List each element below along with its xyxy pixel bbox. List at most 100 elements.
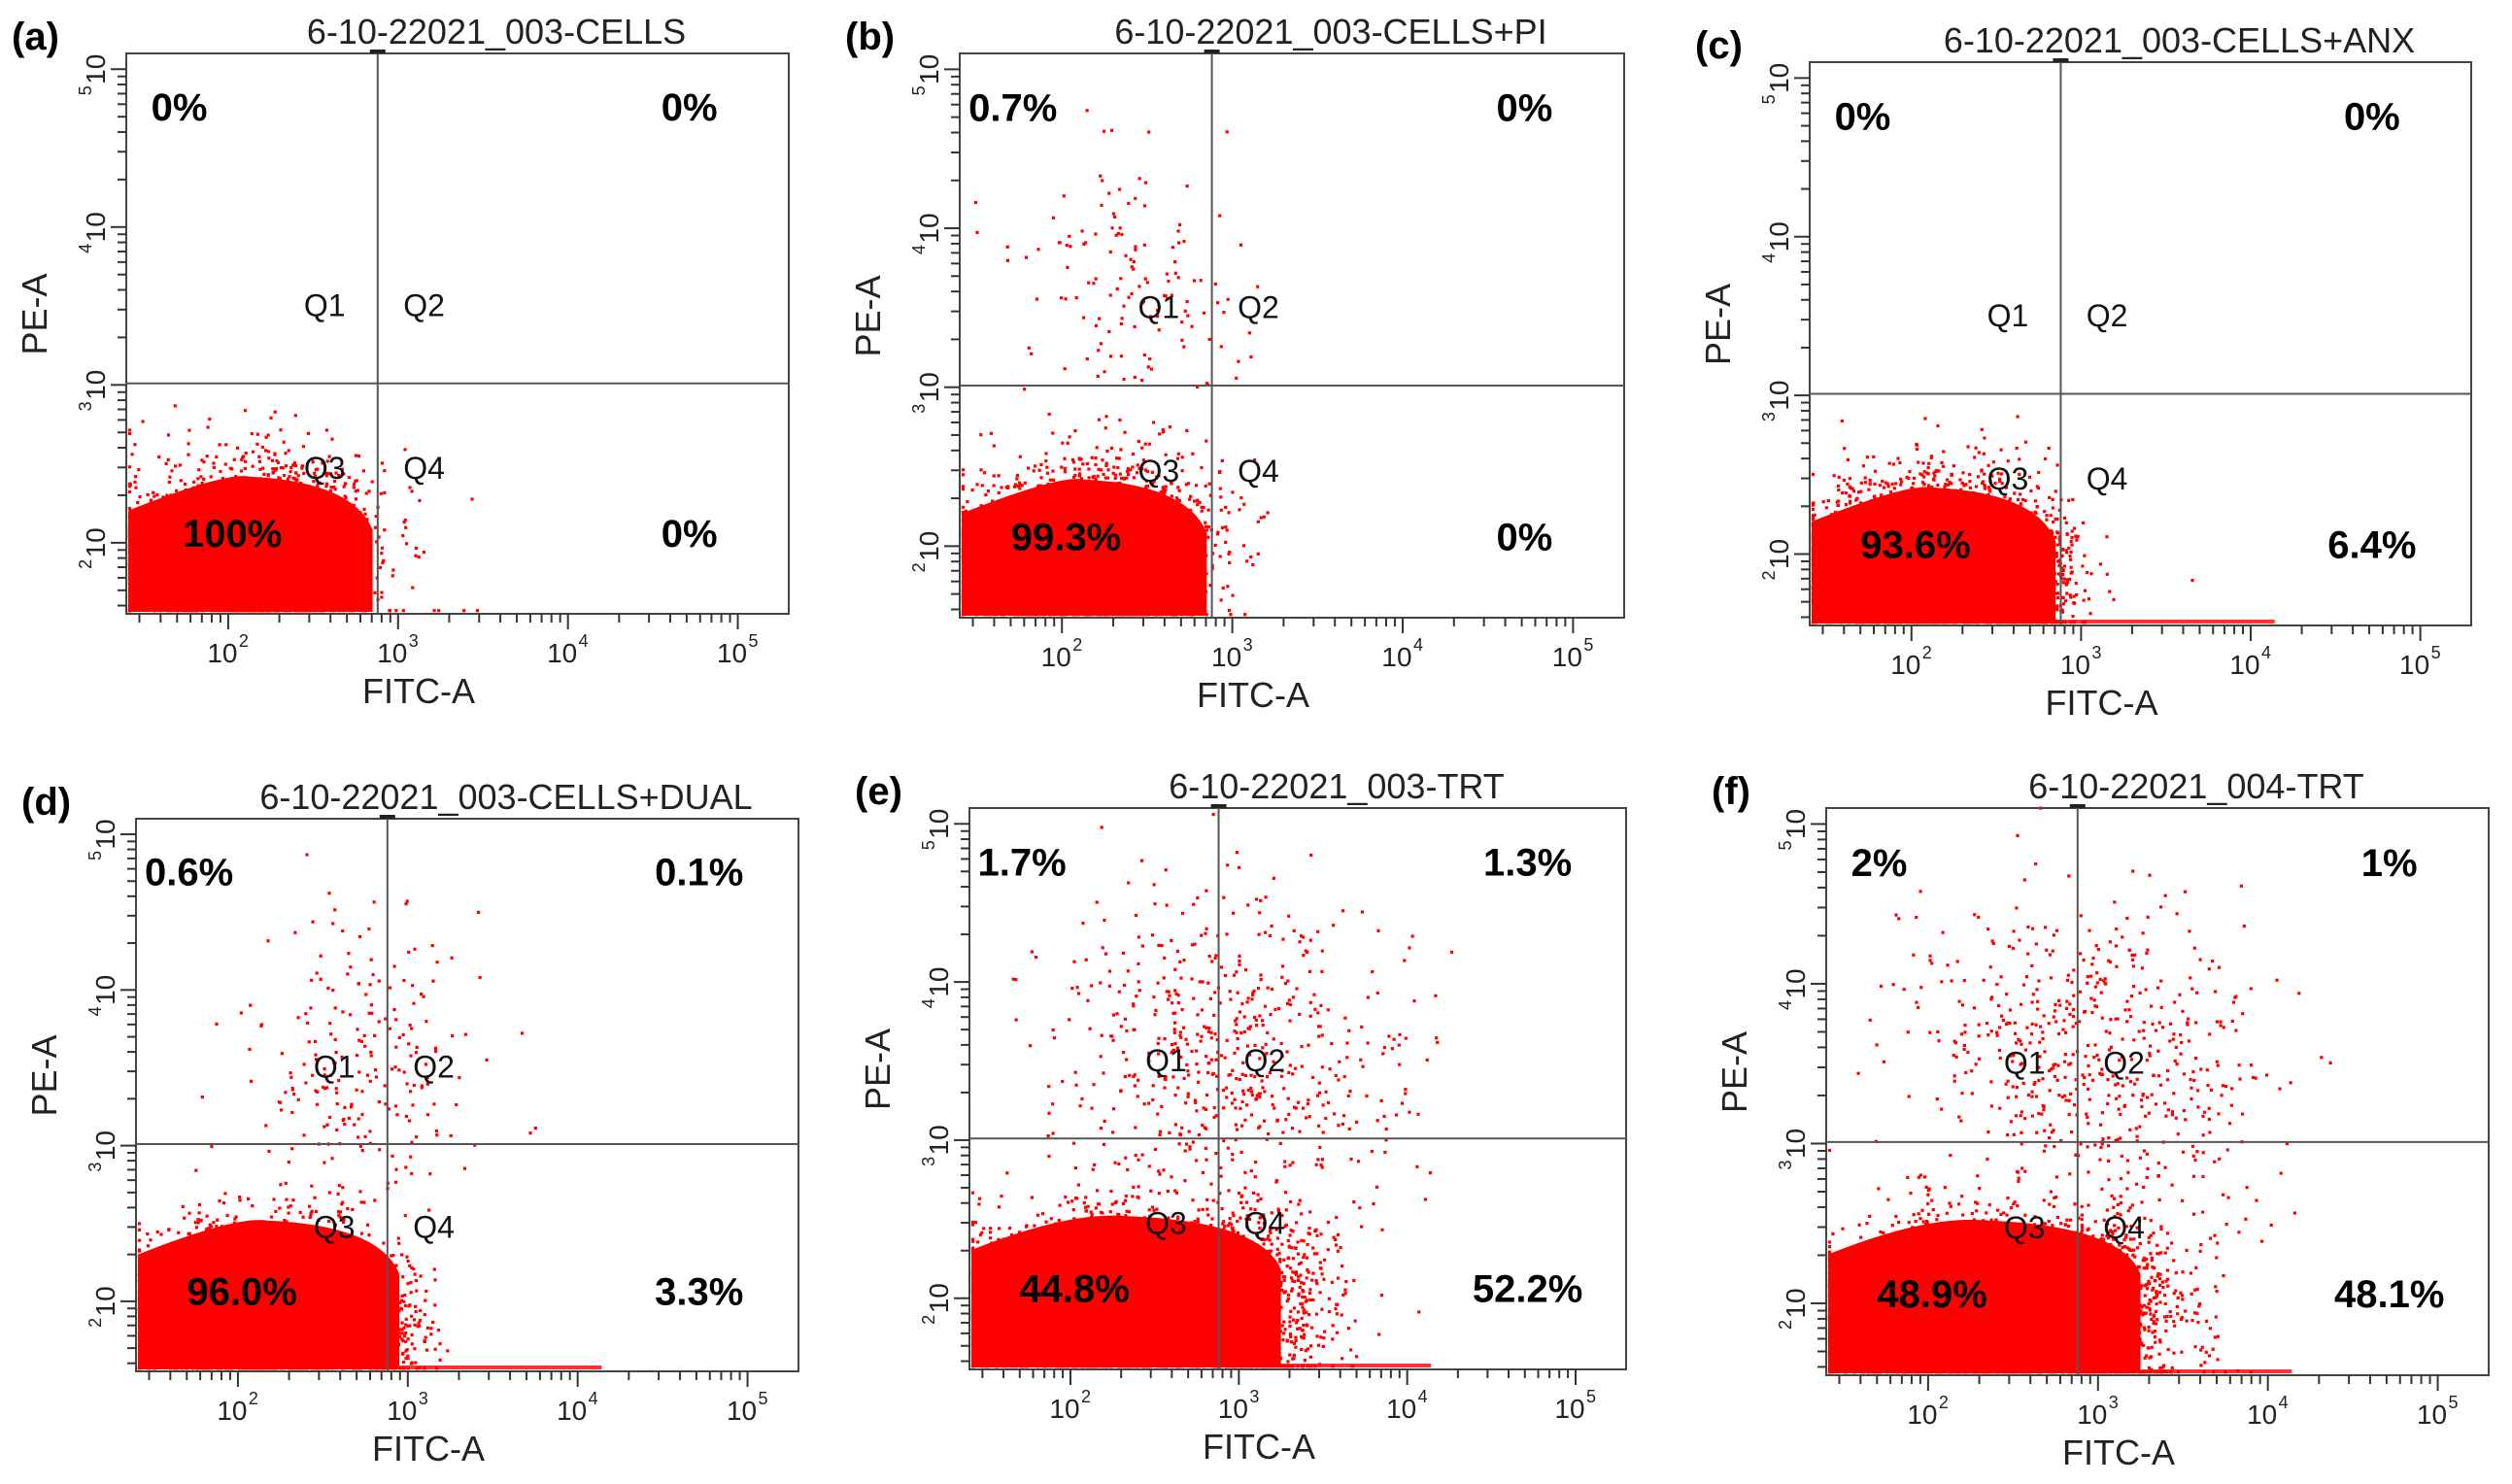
event-point [992, 444, 996, 448]
event-point [1119, 448, 1123, 452]
event-point [1266, 511, 1270, 515]
event-point [164, 461, 168, 465]
event-point [356, 489, 359, 492]
event-point [250, 432, 254, 436]
event-point [1204, 484, 1207, 488]
event-point [271, 467, 275, 471]
x-tick-label: 10 [547, 638, 577, 668]
event-point [1000, 486, 1003, 489]
event-point [155, 493, 159, 497]
event-point [146, 492, 150, 496]
event-point [127, 432, 132, 436]
event-point [1184, 483, 1189, 487]
event-point [1188, 497, 1192, 501]
event-point [1099, 174, 1103, 178]
event-point [1137, 285, 1141, 288]
baseline-events [962, 612, 1095, 616]
event-point [1071, 460, 1075, 464]
event-point [992, 474, 996, 478]
percentage-q2: 0% [1496, 87, 1552, 130]
event-point [1099, 342, 1103, 346]
event-point [1185, 185, 1189, 188]
event-point [405, 542, 409, 546]
event-point [276, 460, 281, 464]
event-point [1148, 356, 1152, 361]
event-point [257, 455, 261, 458]
event-point [1127, 201, 1131, 205]
event-point [1082, 316, 1086, 320]
event-point [1044, 452, 1048, 455]
event-point [1129, 257, 1133, 261]
event-point [973, 200, 978, 205]
event-point [1196, 499, 1200, 503]
event-point [1192, 279, 1196, 283]
event-point [1119, 354, 1123, 358]
scatter-points [127, 404, 480, 613]
event-point [437, 609, 441, 613]
event-point [1090, 455, 1094, 459]
event-point [1167, 279, 1171, 284]
event-point [1811, 503, 1816, 507]
event-point [391, 568, 395, 572]
event-point [475, 609, 480, 613]
event-point [1868, 478, 1872, 483]
event-point [260, 445, 264, 450]
event-point [1045, 465, 1049, 469]
event-point [1103, 426, 1107, 430]
event-point [1064, 297, 1068, 301]
event-point [1147, 130, 1151, 134]
event-point [332, 486, 336, 489]
event-point [1051, 216, 1056, 219]
event-point [1119, 321, 1123, 326]
x-axis-title: FITC-A [1197, 675, 1309, 715]
event-point [1182, 240, 1186, 244]
event-point [1071, 475, 1075, 479]
y-tick-exponent: 3 [76, 401, 95, 411]
panel-label: (b) [845, 16, 895, 58]
event-point [1062, 194, 1066, 198]
event-point [997, 490, 1001, 495]
event-point [417, 555, 421, 559]
event-point [378, 565, 383, 570]
event-point [1242, 502, 1246, 506]
event-point [1981, 480, 1986, 484]
event-point [1183, 309, 1187, 313]
event-point [1199, 279, 1203, 283]
event-point [1185, 428, 1189, 432]
event-point [1110, 226, 1114, 230]
event-point [1051, 478, 1056, 482]
event-point [1137, 177, 1141, 181]
x-tick-exponent: 4 [579, 631, 589, 651]
quadrant-label-q4: Q4 [403, 451, 445, 486]
x-axis-ticks [971, 618, 1575, 633]
event-point [1110, 446, 1114, 450]
event-point [1249, 354, 1253, 359]
event-point [1068, 435, 1071, 439]
event-point [1018, 487, 1022, 490]
event-point [966, 500, 969, 504]
event-point [1811, 472, 1816, 477]
event-point [269, 416, 273, 420]
event-point [1222, 311, 1226, 315]
event-point [324, 482, 329, 486]
event-point [1241, 544, 1245, 548]
event-point [294, 471, 298, 475]
event-point [202, 460, 206, 464]
event-point [138, 495, 142, 499]
event-point [982, 471, 987, 475]
plot-title: 6-10-22021_003-CELLS+PI [1114, 12, 1546, 51]
event-point [997, 474, 1001, 478]
event-point [1015, 473, 1019, 478]
event-point [1224, 525, 1228, 529]
event-point [342, 485, 346, 489]
event-point [1226, 585, 1230, 589]
event-point [1225, 130, 1229, 134]
event-point [364, 491, 368, 495]
event-point [1821, 500, 1825, 504]
event-point [1239, 243, 1243, 247]
event-point [241, 455, 246, 458]
event-point [2067, 498, 2071, 502]
event-point [970, 489, 974, 492]
